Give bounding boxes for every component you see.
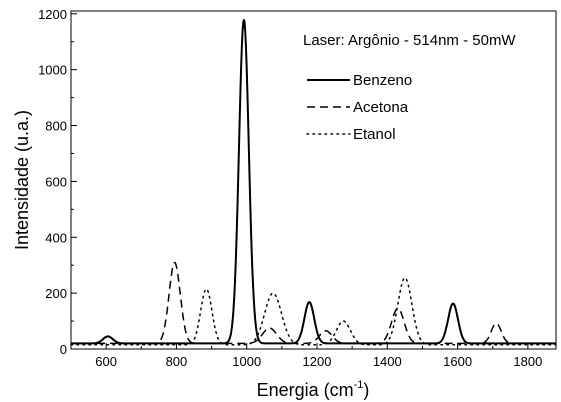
y-tick-label: 1200	[38, 7, 67, 22]
x-axis-title-main: Energia (cm	[257, 380, 354, 400]
plot-frame	[70, 10, 557, 350]
x-tick-label: 1200	[303, 354, 332, 369]
x-tick-label: 1400	[373, 354, 402, 369]
chart-annotation: Laser: Argônio - 514nm - 50mW	[303, 32, 516, 49]
legend-label-acetona: Acetona	[353, 99, 409, 116]
y-tick-label: 600	[45, 174, 67, 189]
x-axis-title-close: )	[363, 380, 369, 400]
x-tick-label: 1000	[232, 354, 261, 369]
y-tick-label: 400	[45, 230, 67, 245]
y-tick-label: 1000	[38, 63, 67, 78]
x-tick-label: 800	[166, 354, 188, 369]
series-line-acetona	[71, 261, 556, 345]
x-axis-ticks: 600 800 1000 1200 1400 1600 1800	[70, 343, 542, 369]
series-layer	[70, 19, 557, 346]
x-axis-title: Energia (cm-1)	[257, 379, 370, 400]
series-line-etanol	[70, 276, 557, 346]
legend-label-etanol: Etanol	[353, 126, 396, 143]
x-tick-label: 1800	[513, 354, 542, 369]
x-axis-title-sup: -1	[354, 379, 364, 391]
y-tick-label: 200	[45, 286, 67, 301]
y-axis-ticks: 0 200 400 600 800 1000 1200	[38, 7, 77, 357]
x-tick-label: 1600	[443, 354, 472, 369]
plot-area: 600 800 1000 1200 1400 1600 1800 0 200 400 600 800…	[38, 7, 557, 369]
legend: Benzeno Acetona Etanol	[306, 72, 412, 143]
y-tick-label: 800	[45, 119, 67, 134]
y-tick-label: 0	[60, 342, 67, 357]
y-axis-title: Intensidade (u.a.)	[12, 110, 32, 250]
x-tick-label: 600	[95, 354, 117, 369]
legend-label-benzeno: Benzeno	[353, 72, 412, 89]
